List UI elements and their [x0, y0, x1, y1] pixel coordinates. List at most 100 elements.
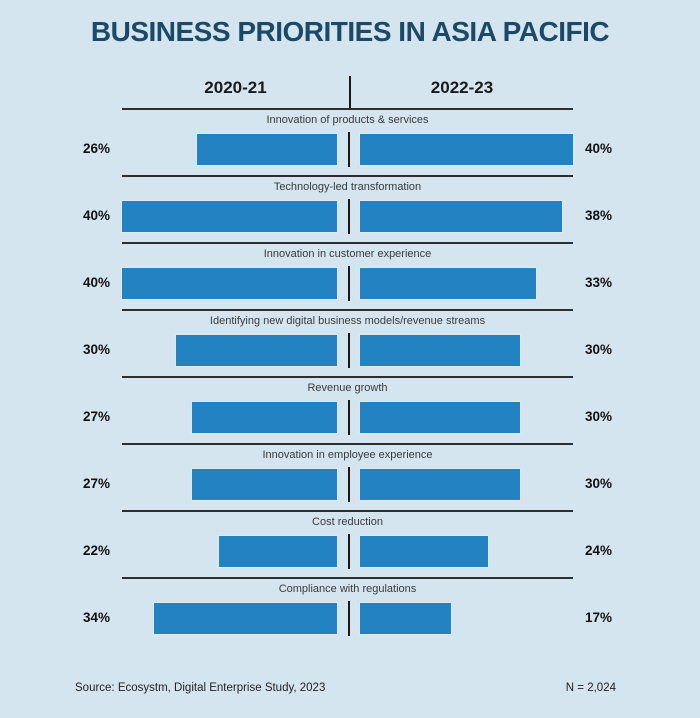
- column-headers: 2020-21 2022-23: [122, 76, 573, 108]
- right-bar-track: [360, 134, 573, 165]
- category-label: Identifying new digital business models/…: [209, 315, 486, 327]
- right-value-label: 30%: [585, 476, 613, 491]
- bar-2022-23: [360, 134, 573, 165]
- right-bar-track: [360, 201, 573, 232]
- bar-pair: [122, 333, 573, 368]
- center-tick-line: [347, 199, 350, 234]
- center-tick-line: [347, 534, 350, 569]
- chart-row: Revenue growth 27% 30%: [83, 376, 612, 443]
- right-value-label: 24%: [585, 543, 613, 558]
- column-header-2020-21: 2020-21: [204, 78, 267, 97]
- center-tick-line: [347, 266, 350, 301]
- chart-row: Compliance with regulations 34% 17%: [83, 577, 612, 644]
- center-gap: [337, 601, 360, 636]
- right-bar-track: [360, 335, 573, 366]
- left-bar-track: [122, 201, 337, 232]
- row-divider-line: [122, 376, 573, 378]
- left-bar-track: [122, 402, 337, 433]
- left-value-label: 22%: [82, 543, 110, 558]
- center-tick-line: [347, 467, 350, 502]
- right-value-label: 38%: [585, 208, 613, 223]
- sample-size: N = 2,024: [565, 682, 616, 694]
- center-tick-line: [347, 333, 350, 368]
- row-divider-line: [122, 175, 573, 177]
- bar-pair: [122, 534, 573, 569]
- chart-row: Innovation in employee experience 27% 30…: [83, 443, 612, 510]
- bar-2020-21: [191, 402, 337, 433]
- left-bar-track: [122, 335, 337, 366]
- center-gap: [337, 266, 360, 301]
- left-bar-track: [122, 603, 337, 634]
- bar-pair: [122, 467, 573, 502]
- column-header-2022-23: 2022-23: [430, 78, 494, 97]
- category-label: Technology-led transformation: [273, 181, 422, 193]
- source-note: Source: Ecosystm, Digital Enterprise Stu…: [75, 682, 326, 694]
- right-value-label: 33%: [585, 275, 613, 290]
- bar-2022-23: [360, 268, 536, 299]
- left-bar-track: [122, 469, 337, 500]
- chart-title: BUSINESS PRIORITIES IN ASIA PACIFIC: [90, 16, 610, 47]
- right-value-label: 30%: [585, 342, 613, 357]
- right-bar-track: [360, 536, 573, 567]
- right-bar-track: [360, 603, 573, 634]
- left-bar-track: [122, 134, 337, 165]
- chart-footer: Source: Ecosystm, Digital Enterprise Stu…: [75, 682, 616, 694]
- bar-2020-21: [197, 134, 337, 165]
- chart-rows: Innovation of products & services 26% 40…: [0, 108, 700, 644]
- left-value-label: 30%: [82, 342, 110, 357]
- center-gap: [337, 199, 360, 234]
- right-value-label: 17%: [585, 610, 613, 625]
- row-divider-line: [122, 443, 573, 445]
- category-label: Innovation in employee experience: [262, 449, 433, 461]
- chart-row: Cost reduction 22% 24%: [83, 510, 612, 577]
- row-divider-line: [122, 577, 573, 579]
- left-value-label: 26%: [82, 141, 110, 156]
- bar-2020-21: [191, 469, 337, 500]
- row-divider-line: [122, 242, 573, 244]
- bar-2022-23: [360, 402, 520, 433]
- center-tick-line: [347, 132, 350, 167]
- chart-row: Innovation of products & services 26% 40…: [83, 108, 612, 175]
- left-bar-track: [122, 536, 337, 567]
- bar-pair: [122, 132, 573, 167]
- left-value-label: 34%: [82, 610, 110, 625]
- category-label: Compliance with regulations: [278, 583, 417, 595]
- right-bar-track: [360, 402, 573, 433]
- center-gap: [337, 132, 360, 167]
- category-label: Cost reduction: [312, 516, 383, 528]
- right-value-label: 30%: [585, 409, 613, 424]
- bar-2020-21: [122, 201, 337, 232]
- left-value-label: 40%: [82, 208, 110, 223]
- bar-2022-23: [360, 536, 488, 567]
- category-label: Innovation in customer experience: [263, 248, 432, 260]
- bar-2020-21: [218, 536, 337, 567]
- chart-row: Technology-led transformation 40% 38%: [83, 175, 612, 242]
- center-tick-line: [347, 601, 350, 636]
- left-bar-track: [122, 268, 337, 299]
- bar-pair: [122, 199, 573, 234]
- center-gap: [337, 467, 360, 502]
- center-tick-line: [347, 400, 350, 435]
- header-divider-line: [349, 76, 351, 108]
- center-gap: [337, 333, 360, 368]
- chart-row: Innovation in customer experience 40% 33…: [83, 242, 612, 309]
- bar-pair: [122, 266, 573, 301]
- row-divider-line: [122, 108, 573, 110]
- bar-2022-23: [360, 201, 563, 232]
- right-value-label: 40%: [585, 141, 613, 156]
- bar-2020-21: [122, 268, 337, 299]
- bar-2022-23: [360, 335, 520, 366]
- bar-pair: [122, 400, 573, 435]
- chart-row: Identifying new digital business models/…: [83, 309, 612, 376]
- category-label: Revenue growth: [307, 382, 388, 394]
- left-value-label: 27%: [82, 409, 110, 424]
- bar-pair: [122, 601, 573, 636]
- right-bar-track: [360, 469, 573, 500]
- right-bar-track: [360, 268, 573, 299]
- left-value-label: 27%: [82, 476, 110, 491]
- bar-2020-21: [154, 603, 337, 634]
- row-divider-line: [122, 510, 573, 512]
- bar-2022-23: [360, 469, 520, 500]
- category-label: Innovation of products & services: [266, 114, 429, 126]
- row-divider-line: [122, 309, 573, 311]
